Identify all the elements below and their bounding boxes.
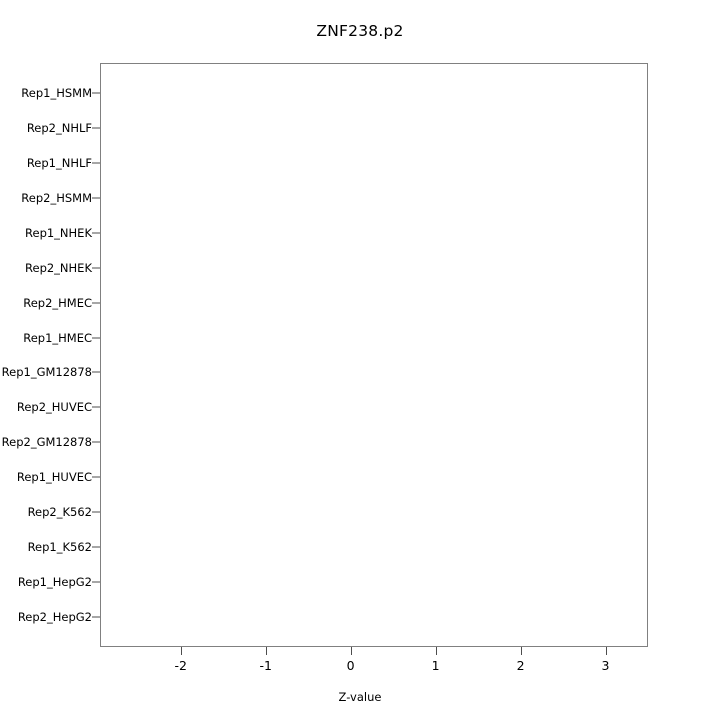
x-axis-ticks: -2 -1 0 1 2 3 (100, 647, 648, 677)
y-tick-label: Rep2_GM12878 (1, 435, 92, 450)
chart-title: ZNF238.p2 (316, 22, 404, 40)
y-tick-mark (92, 371, 100, 373)
y-tick-mark (92, 267, 100, 269)
y-axis-ticks (92, 63, 100, 647)
y-tick-mark (92, 476, 100, 478)
y-tick-mark (92, 92, 100, 94)
x-tick-label: 2 (516, 658, 525, 673)
y-tick-mark (92, 337, 100, 338)
y-tick-mark (92, 406, 100, 408)
y-tick-label: Rep1_K562 (27, 540, 92, 555)
y-tick-label: Rep2_HUVEC (16, 400, 92, 415)
y-tick-mark (92, 302, 100, 304)
y-tick-label: Rep2_HepG2 (17, 610, 92, 625)
y-tick-mark (92, 197, 100, 199)
y-tick-label: Rep2_K562 (27, 505, 92, 520)
x-tick-mark (265, 647, 267, 655)
x-tick-mark (605, 647, 607, 655)
y-tick-label: Rep1_NHLF (26, 155, 92, 170)
x-tick-label: 0 (346, 658, 355, 673)
x-tick-mark (350, 647, 352, 655)
y-tick-mark (92, 616, 100, 618)
x-axis-title: Z-value (338, 690, 382, 704)
x-tick-mark (435, 647, 437, 655)
x-tick-label: 3 (601, 658, 610, 673)
y-tick-mark (92, 546, 100, 548)
x-tick-mark (520, 647, 522, 655)
y-tick-label: Rep1_NHEK (25, 225, 92, 240)
y-tick-label: Rep1_GM12878 (1, 365, 92, 380)
x-tick-label: 1 (431, 658, 440, 673)
y-axis-labels: Rep1_HSMM Rep2_NHLF Rep1_NHLF Rep2_HSMM Rep1… (0, 63, 92, 647)
y-tick-mark (92, 162, 100, 164)
y-tick-label: Rep1_HSMM (21, 85, 92, 100)
x-tick-mark (180, 647, 182, 655)
y-tick-mark (92, 581, 100, 583)
y-tick-label: Rep1_HMEC (23, 330, 92, 345)
y-tick-mark (92, 232, 100, 234)
y-tick-label: Rep2_NHLF (26, 120, 92, 135)
y-tick-mark (92, 511, 100, 513)
x-tick-label: -2 (174, 658, 187, 673)
y-tick-mark (92, 441, 100, 443)
y-tick-label: Rep1_HepG2 (17, 575, 92, 590)
y-tick-label: Rep1_HUVEC (16, 470, 92, 485)
y-tick-label: Rep2_HMEC (23, 295, 92, 310)
y-tick-mark (92, 127, 100, 129)
y-tick-label: Rep2_NHEK (25, 260, 92, 275)
y-tick-label: Rep2_HSMM (21, 190, 92, 205)
plot-frame (100, 63, 648, 647)
x-tick-label: -1 (259, 658, 272, 673)
